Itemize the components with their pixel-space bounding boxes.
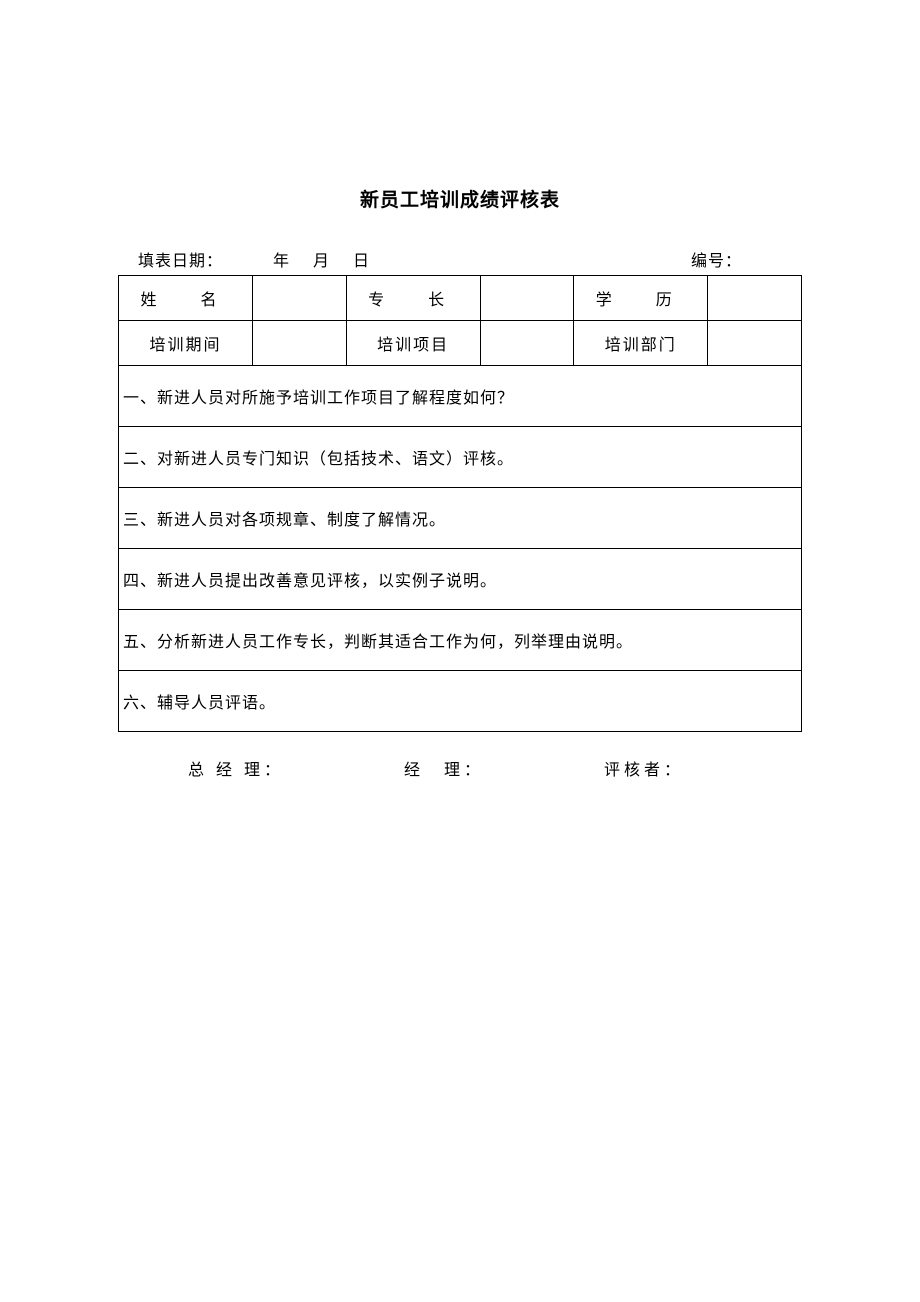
- info-row-2: 培训期间 培训项目 培训部门: [119, 321, 802, 366]
- period-value: [252, 321, 346, 366]
- info-row-1: 姓 名 专 长 学 历: [119, 276, 802, 321]
- evaluation-table: 姓 名 专 长 学 历 培训期间 培训项目 培训部门 一、新进人员对所施予培训工…: [118, 275, 802, 732]
- question-3: 三、新进人员对各项规章、制度了解情况。: [119, 488, 802, 549]
- name-label: 姓 名: [119, 276, 253, 321]
- question-row-4: 四、新进人员提出改善意见评核，以实例子说明。: [119, 549, 802, 610]
- question-5: 五、分析新进人员工作专长，判断其适合工作为何，列举理由说明。: [119, 610, 802, 671]
- question-row-5: 五、分析新进人员工作专长，判断其适合工作为何，列举理由说明。: [119, 610, 802, 671]
- specialty-value: [480, 276, 574, 321]
- question-4: 四、新进人员提出改善意见评核，以实例子说明。: [119, 549, 802, 610]
- question-2: 二、对新进人员专门知识（包括技术、语文）评核。: [119, 427, 802, 488]
- gm-signature: 总 经 理：: [188, 756, 284, 780]
- number-label: 编号：: [691, 247, 742, 271]
- department-value: [708, 321, 802, 366]
- footer-signatures: 总 经 理： 经 理： 评核者：: [118, 756, 802, 780]
- question-row-1: 一、新进人员对所施予培训工作项目了解程度如何？: [119, 366, 802, 427]
- specialty-label: 专 长: [346, 276, 480, 321]
- project-label: 培训项目: [346, 321, 480, 366]
- question-6: 六、辅导人员评语。: [119, 671, 802, 732]
- project-value: [480, 321, 574, 366]
- manager-signature: 经 理：: [404, 756, 484, 780]
- date-parts: 年月日: [273, 247, 393, 271]
- education-value: [708, 276, 802, 321]
- question-row-3: 三、新进人员对各项规章、制度了解情况。: [119, 488, 802, 549]
- date-label: 填表日期：: [138, 247, 223, 271]
- header-row: 填表日期： 年月日 编号：: [118, 247, 802, 271]
- period-label: 培训期间: [119, 321, 253, 366]
- education-label: 学 历: [574, 276, 708, 321]
- question-row-2: 二、对新进人员专门知识（包括技术、语文）评核。: [119, 427, 802, 488]
- question-1: 一、新进人员对所施予培训工作项目了解程度如何？: [119, 366, 802, 427]
- department-label: 培训部门: [574, 321, 708, 366]
- form-title: 新员工培训成绩评核表: [118, 185, 802, 212]
- name-value: [252, 276, 346, 321]
- reviewer-signature: 评核者：: [604, 756, 684, 780]
- question-row-6: 六、辅导人员评语。: [119, 671, 802, 732]
